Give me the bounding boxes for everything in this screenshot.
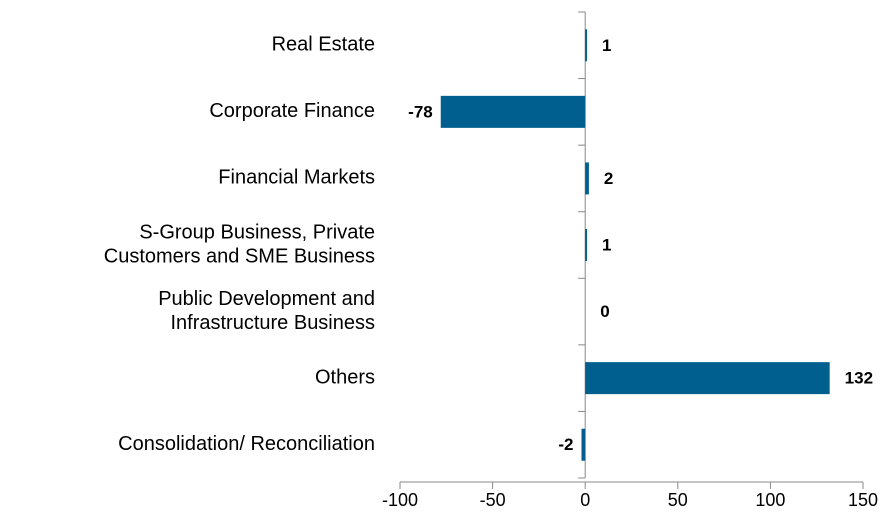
- bar: [581, 428, 586, 461]
- data-label: -78: [408, 102, 433, 121]
- y-tick-label: Real Estate: [272, 34, 375, 56]
- data-label: 132: [845, 369, 873, 388]
- x-tick-label: 50: [668, 490, 688, 510]
- data-label: 0: [600, 302, 609, 321]
- x-tick-label: 100: [755, 490, 785, 510]
- x-tick-label: 0: [580, 490, 590, 510]
- data-label: -2: [558, 435, 573, 454]
- y-tick-label: Public Development and: [158, 288, 375, 310]
- y-tick-label: Infrastructure Business: [170, 312, 375, 334]
- bar: [585, 162, 589, 195]
- y-tick-label: Customers and SME Business: [104, 245, 375, 267]
- y-tick-label: Corporate Finance: [209, 100, 375, 122]
- y-tick-label: Financial Markets: [218, 167, 375, 189]
- data-label: 1: [602, 36, 611, 55]
- x-tick-label: -50: [480, 490, 506, 510]
- y-tick-label: Consolidation/ Reconciliation: [118, 433, 375, 455]
- x-tick-label: -100: [382, 490, 418, 510]
- bar: [440, 95, 586, 128]
- data-label: 1: [602, 235, 611, 254]
- x-tick-label: 150: [848, 490, 878, 510]
- data-label: 2: [604, 169, 613, 188]
- bar: [585, 29, 588, 62]
- bar: [585, 362, 830, 395]
- y-tick-label: S-Group Business, Private: [139, 221, 375, 243]
- bar: [585, 229, 588, 261]
- y-tick-label: Others: [315, 366, 375, 388]
